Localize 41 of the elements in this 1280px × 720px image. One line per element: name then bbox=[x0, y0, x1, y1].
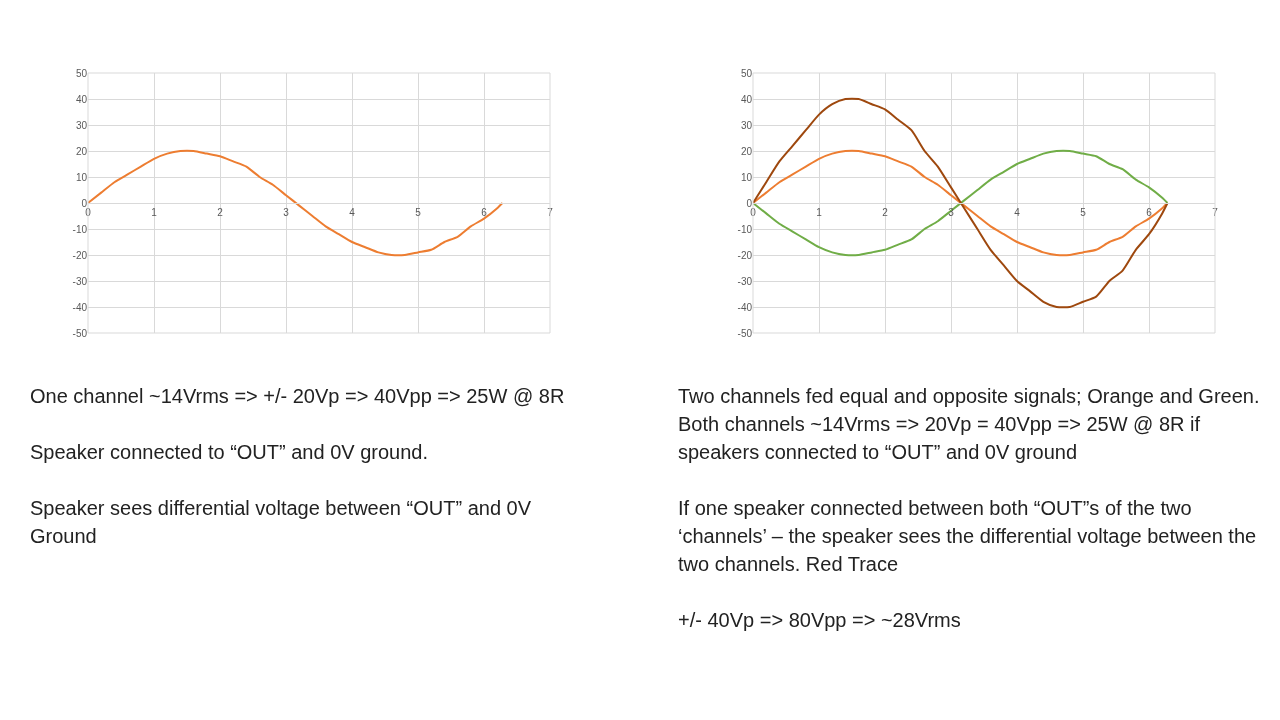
y-tick-label: 30 bbox=[740, 119, 753, 131]
y-tick-label: -20 bbox=[737, 249, 753, 261]
y-tick-label: -10 bbox=[72, 223, 88, 235]
y-tick-label: -10 bbox=[737, 223, 753, 235]
x-tick-label: 5 bbox=[415, 207, 422, 218]
y-tick-label: 0 bbox=[746, 197, 753, 209]
x-tick-label: 5 bbox=[1080, 207, 1087, 218]
x-tick-label: 6 bbox=[1146, 207, 1153, 218]
x-tick-label: 6 bbox=[481, 207, 488, 218]
x-tick-label: 4 bbox=[349, 207, 356, 218]
text: One channel ~14Vrms => +/- 20Vp => 40Vpp => 25W @ 8R bbox=[30, 384, 566, 409]
text: +/- 40Vp => 80Vpp => ~28Vrms bbox=[678, 608, 962, 633]
x-tick-label: 1 bbox=[151, 207, 158, 218]
y-tick-label: -50 bbox=[72, 327, 88, 339]
text: Speaker connected to “OUT” and 0V ground. bbox=[30, 440, 429, 465]
y-tick-label: -40 bbox=[737, 301, 753, 313]
text: If one speaker connected between both “OUT”s of the two ‘channels’ – the speaker sees the differential voltage between the two channels. Red Trace bbox=[678, 496, 1258, 577]
x-tick-label: 3 bbox=[283, 207, 290, 218]
y-tick-label: 20 bbox=[740, 145, 753, 157]
y-tick-label: 40 bbox=[75, 93, 88, 105]
x-tick-label: 2 bbox=[217, 207, 224, 218]
y-tick-label: -40 bbox=[72, 301, 88, 313]
y-tick-label: 20 bbox=[75, 145, 88, 157]
y-tick-label: 0 bbox=[81, 197, 88, 209]
y-tick-label: 30 bbox=[75, 119, 88, 131]
y-tick-label: -50 bbox=[737, 327, 753, 339]
x-tick-label: 7 bbox=[547, 207, 554, 218]
x-tick-label: 7 bbox=[1212, 207, 1219, 218]
y-tick-label: 50 bbox=[75, 67, 88, 79]
x-tick-label: 2 bbox=[882, 207, 889, 218]
text: Speaker sees differential voltage between “OUT” and 0V Ground bbox=[30, 496, 533, 549]
text: Two channels fed equal and opposite signals; Orange and Green. Both channels ~14Vrms => 20Vp = 40Vpp => 25W @ 8R if speakers connected to “OUT” and 0V ground bbox=[678, 384, 1261, 465]
y-tick-label: -20 bbox=[72, 249, 88, 261]
y-tick-label: 10 bbox=[75, 171, 88, 183]
y-tick-label: 50 bbox=[740, 67, 753, 79]
y-tick-label: -30 bbox=[72, 275, 88, 287]
y-tick-label: 10 bbox=[740, 171, 753, 183]
x-tick-label: 4 bbox=[1014, 207, 1021, 218]
y-tick-label: -30 bbox=[737, 275, 753, 287]
y-tick-label: 40 bbox=[740, 93, 753, 105]
x-tick-label: 1 bbox=[816, 207, 823, 218]
